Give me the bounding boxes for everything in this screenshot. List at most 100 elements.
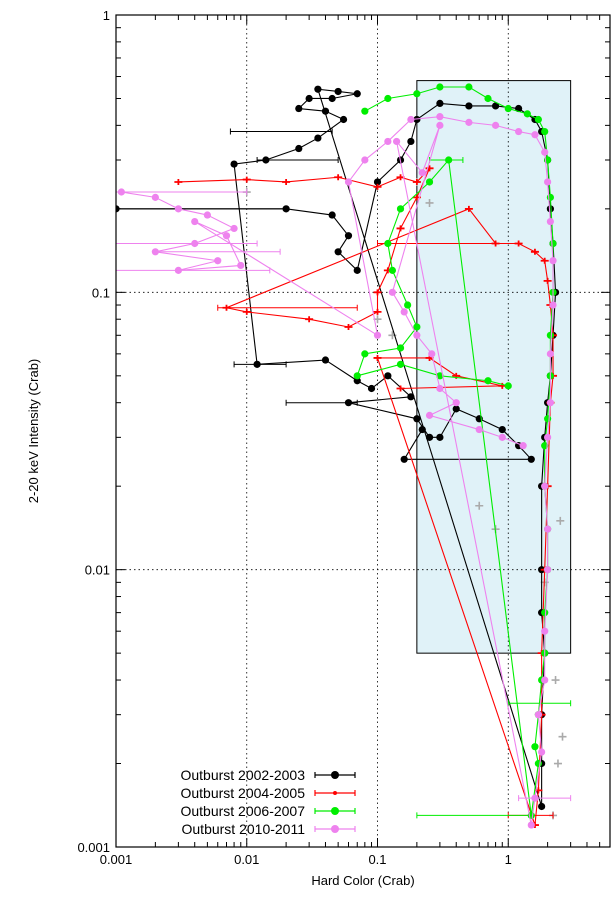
series-line: [121, 116, 554, 826]
gray-data-point: [551, 676, 560, 685]
data-point: [321, 356, 330, 364]
data-point: [373, 331, 382, 339]
data-point: [367, 384, 376, 393]
error-bar: [518, 795, 572, 802]
legend-error-cap: [314, 826, 356, 832]
data-point: [384, 94, 392, 103]
data-point: [230, 224, 238, 233]
data-point: [543, 277, 552, 284]
data-point: [484, 377, 492, 385]
plot-frame: [115, 14, 611, 848]
data-point: [546, 331, 554, 339]
data-point: [242, 308, 251, 315]
legend-error-cap: [314, 808, 356, 814]
data-point: [491, 102, 500, 110]
error-bar: [256, 157, 339, 164]
data-point: [546, 205, 554, 213]
data-point: [484, 94, 492, 103]
data-point: [334, 87, 342, 96]
ticks-layer: [115, 15, 611, 848]
data-point: [425, 411, 434, 419]
data-point: [388, 288, 397, 296]
data-point: [353, 266, 361, 274]
gray-data-point: [556, 516, 565, 525]
data-point: [527, 455, 535, 463]
data-point: [549, 257, 557, 265]
data-point: [436, 384, 444, 393]
x-tick-label: 1: [505, 852, 512, 867]
data-point: [413, 415, 421, 423]
x-tick-labels: 0.001 0.01 0.1 1: [100, 852, 512, 867]
data-point: [504, 382, 512, 390]
data-point: [396, 225, 405, 232]
data-point: [425, 433, 434, 441]
data-point: [514, 240, 523, 247]
data-point: [549, 301, 557, 309]
data-point: [413, 90, 421, 98]
data-point: [541, 148, 549, 156]
data-point: [541, 482, 549, 490]
data-point: [515, 104, 523, 113]
data-point: [344, 399, 353, 407]
data-point: [396, 360, 405, 368]
data-point: [546, 399, 554, 407]
data-point: [534, 711, 542, 719]
data-point: [295, 104, 303, 113]
data-point: [445, 156, 453, 164]
x-tick-label: 0.001: [100, 852, 133, 867]
data-point: [282, 178, 291, 185]
data-point: [407, 393, 415, 401]
data-point: [531, 743, 539, 751]
data-point: [428, 350, 436, 358]
data-point: [407, 137, 415, 146]
data-point: [541, 676, 549, 684]
data-point: [242, 176, 251, 183]
data-point: [413, 323, 421, 331]
y-tick-label: 1: [103, 8, 110, 23]
data-point: [413, 331, 421, 339]
data-point: [396, 385, 405, 392]
data-point: [344, 232, 353, 240]
y-tick-labels: 1 0.1 0.01 0.001: [77, 8, 110, 855]
data-point: [314, 85, 322, 93]
error-bar: [507, 700, 572, 707]
data-point: [540, 257, 549, 264]
data-point: [305, 316, 314, 323]
data-point: [546, 350, 554, 358]
series-layer: [116, 83, 572, 829]
data-point: [191, 239, 199, 248]
legend-error-cap: [314, 790, 356, 796]
legend-marker: [331, 807, 339, 815]
data-point: [262, 156, 270, 164]
data-point: [230, 160, 238, 168]
data-point: [384, 137, 392, 146]
data-point: [282, 205, 290, 213]
legend-label: Outburst 2002-2003: [180, 767, 305, 783]
data-point: [314, 134, 322, 142]
data-point: [413, 115, 421, 124]
data-point: [373, 289, 382, 296]
data-point: [425, 165, 434, 172]
data-point: [404, 301, 412, 309]
legend-entry-4: Outburst 2010-2011: [182, 821, 356, 837]
legend-label: Outburst 2004-2005: [180, 785, 305, 801]
gray-data-point: [475, 501, 484, 510]
data-point: [544, 415, 552, 423]
data-point: [344, 178, 353, 186]
data-point: [412, 178, 421, 185]
data-point: [174, 205, 182, 213]
error-bar: [116, 240, 258, 247]
data-point: [214, 257, 222, 265]
data-point: [373, 308, 382, 315]
data-point: [321, 107, 330, 115]
data-point: [353, 372, 361, 380]
error-bar: [116, 189, 248, 196]
data-point: [361, 156, 369, 164]
error-bar: [116, 267, 271, 274]
error-bar: [229, 128, 333, 135]
data-point: [452, 399, 460, 407]
data-point: [174, 178, 183, 185]
data-point: [475, 425, 483, 434]
data-point: [541, 127, 549, 136]
data-point: [418, 425, 426, 434]
